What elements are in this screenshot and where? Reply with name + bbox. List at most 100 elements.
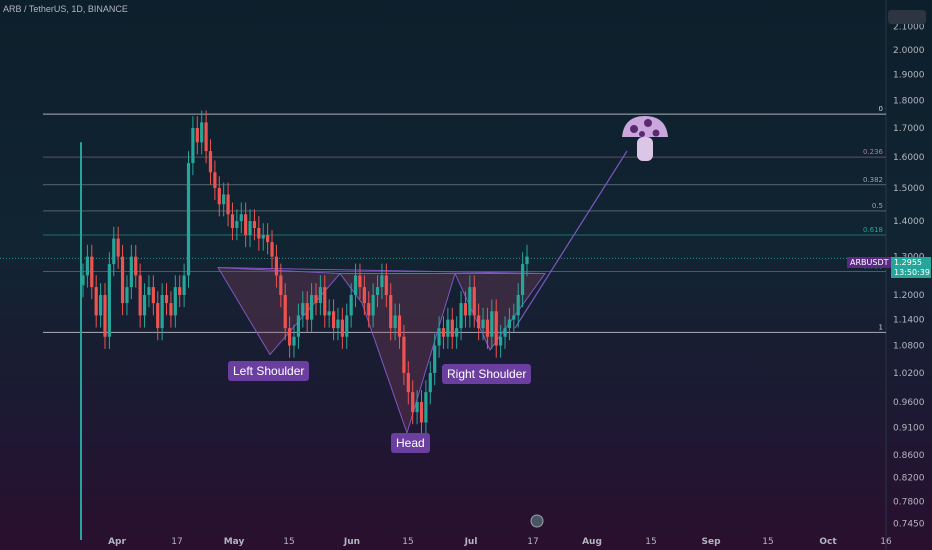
candle-body: [380, 275, 384, 288]
candle-body: [213, 172, 217, 189]
price-tick-label: 1.5000: [893, 184, 925, 194]
candle-body: [340, 319, 344, 337]
price-tick-label: 1.6000: [893, 153, 925, 163]
price-tick-label: 0.7800: [893, 498, 925, 508]
candle-body: [393, 315, 397, 329]
candle-body: [384, 275, 388, 296]
candle-body: [305, 303, 309, 320]
candle-body: [182, 275, 186, 296]
price-tick-label: 1.4000: [893, 217, 925, 227]
event-icon[interactable]: [530, 514, 544, 528]
time-tick-label: 15: [402, 537, 413, 547]
candle-body: [217, 188, 221, 205]
candle-body: [327, 311, 331, 316]
candle-body: [503, 328, 507, 337]
candle-body: [142, 295, 147, 316]
pattern-area: [339, 273, 456, 435]
price-tick-label: 0.7450: [893, 520, 925, 530]
candle-body: [116, 238, 120, 257]
candle-body: [402, 336, 406, 373]
candle-body: [485, 319, 490, 337]
price-tick-label: 2.1000: [893, 23, 925, 33]
candle-body: [164, 295, 169, 304]
price-tick-label: 0.9100: [893, 424, 925, 434]
price-axis: 2.1000 2.0000 1.9000 1.8000 1.7000 1.6000 1.50…: [893, 23, 925, 530]
candle-body: [266, 234, 270, 243]
fib-label: 0.382: [863, 176, 883, 184]
candle-body: [151, 287, 155, 304]
time-tick-label: Apr: [108, 537, 126, 547]
candle-body: [244, 214, 248, 235]
price-tick-label: 1.0200: [893, 369, 925, 379]
candle-body: [349, 295, 353, 316]
price-tick-label: 0.8200: [893, 474, 925, 484]
candle-body: [230, 214, 235, 228]
candle-body: [178, 287, 182, 296]
candle-body: [90, 256, 94, 288]
left-shoulder-label: Left Shoulder: [228, 361, 310, 381]
symbol-tag: ARBUSDT: [847, 257, 892, 268]
candle-body: [85, 256, 89, 276]
candle-body: [441, 328, 446, 337]
candle-body: [507, 319, 512, 329]
pattern-area: [217, 266, 342, 356]
fib-label: 0.236: [863, 148, 884, 156]
candle-body: [428, 372, 432, 393]
candle-body: [490, 311, 494, 337]
candle-body: [424, 392, 428, 423]
candle-body: [309, 295, 314, 320]
candle-body: [274, 256, 279, 276]
candle-body: [173, 287, 177, 316]
candle-body: [450, 319, 454, 337]
candle-body: [235, 221, 239, 228]
price-tick-label: 1.7000: [893, 124, 925, 134]
candle-body: [261, 234, 265, 239]
price-tick-label: 1.9000: [893, 71, 925, 81]
price-tick-label: 0.8600: [893, 451, 925, 461]
candle-body: [252, 221, 257, 228]
candle-body: [288, 328, 292, 346]
projection-line: [514, 150, 628, 329]
candle-body: [112, 238, 116, 265]
price-tick-label: 1.8000: [893, 97, 925, 107]
candle-body: [406, 372, 410, 393]
candle-body: [371, 295, 375, 316]
price-tick-label: 1.1400: [893, 316, 925, 326]
time-tick-label: 15: [645, 537, 656, 547]
price-tick-label: 2.0000: [893, 46, 925, 56]
candle-body: [107, 264, 111, 337]
candle-body: [367, 303, 371, 316]
fib-label: 1: [879, 323, 883, 331]
time-tick-label: 15: [762, 537, 773, 547]
candle-body: [494, 311, 498, 346]
time-tick-label: 17: [527, 537, 538, 547]
time-tick-label: Jul: [464, 537, 478, 547]
candle-body: [301, 303, 305, 316]
fib-label: 0: [879, 105, 883, 113]
candle-body: [463, 303, 468, 316]
fib-label: 0.618: [863, 226, 883, 234]
candle-body: [389, 295, 393, 329]
candle-body: [296, 315, 301, 337]
time-tick-label: Sep: [701, 537, 721, 547]
candle-body: [120, 256, 125, 304]
candle-body: [204, 122, 208, 152]
candle-body: [94, 287, 98, 316]
countdown-tag: 13:50:39: [891, 267, 931, 278]
candle-body: [160, 295, 164, 329]
candle-body: [279, 275, 283, 296]
time-tick-label: Jun: [343, 537, 360, 547]
candle-body: [362, 287, 366, 304]
candle-body: [419, 402, 424, 423]
candle-body: [169, 303, 173, 316]
candle-body: [125, 287, 129, 304]
candlesticks: [80, 110, 529, 540]
candle-body: [147, 287, 151, 296]
candle-body: [226, 194, 230, 215]
mushroom-icon: [622, 116, 668, 161]
candle-body: [186, 163, 191, 276]
time-tick-label: Aug: [582, 537, 602, 547]
chart-title: ARB / TetherUS, 1D, BINANCE: [3, 4, 128, 14]
